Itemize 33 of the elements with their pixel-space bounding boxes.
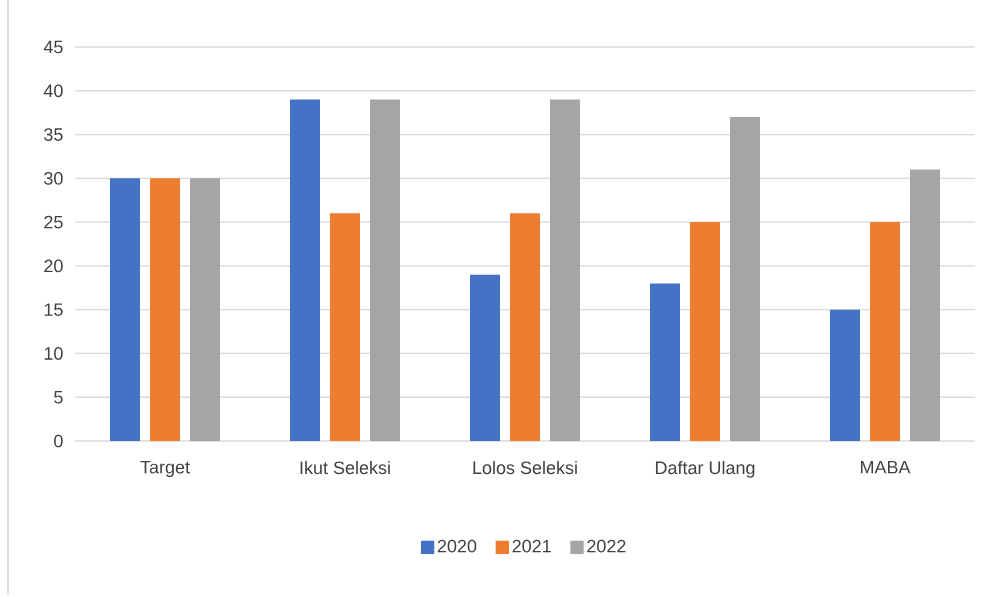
y-tick-label: 10 [44, 347, 63, 360]
y-tick-label: 35 [44, 128, 63, 141]
legend-label: 2021 [512, 539, 551, 553]
y-tick-label: 5 [54, 390, 63, 404]
x-tick-label: MABA [860, 460, 911, 474]
x-tick-label: Ikut Seleksi [300, 460, 390, 475]
bar [330, 213, 360, 441]
bar [910, 169, 940, 441]
y-tick-label: 25 [44, 215, 63, 229]
y-tick-label: 40 [43, 84, 63, 98]
y-tick-label: 0 [54, 434, 63, 448]
y-tick-label: 15 [44, 303, 63, 316]
bar [150, 178, 180, 441]
legend-label: 2020 [437, 539, 477, 553]
bar [470, 274, 500, 441]
bar [730, 117, 760, 441]
x-tick-label: Target [140, 460, 190, 478]
y-tick-label: 20 [44, 259, 63, 273]
y-tick-label: 30 [44, 171, 63, 185]
bar [650, 283, 680, 441]
bar [690, 222, 720, 441]
y-tick-label: 45 [43, 40, 63, 54]
x-tick-label: Daftar Ulang [655, 460, 755, 478]
bar [870, 222, 900, 441]
bar [190, 178, 220, 441]
bar [510, 213, 540, 441]
bar [110, 178, 140, 441]
legend-label: 2022 [587, 539, 626, 553]
bar [370, 99, 401, 441]
bar [550, 99, 580, 441]
bar [830, 309, 860, 441]
x-tick-label: Lolos Seleksi [473, 460, 577, 475]
bar [290, 99, 320, 441]
